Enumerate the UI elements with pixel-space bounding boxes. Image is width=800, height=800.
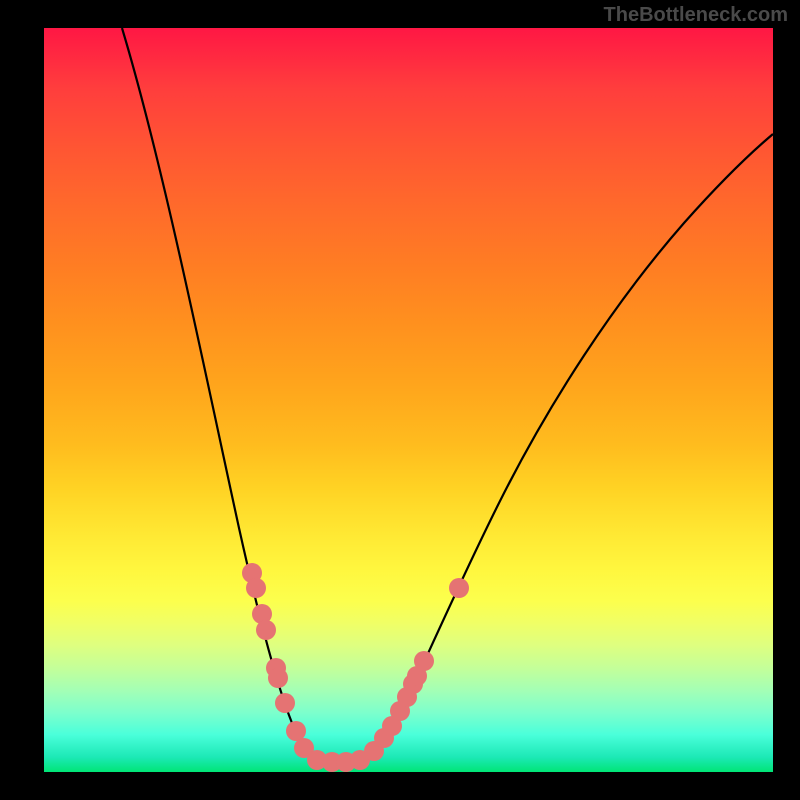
bottleneck-curve <box>44 28 773 772</box>
data-point-marker <box>268 668 288 688</box>
data-point-marker <box>449 578 469 598</box>
plot-area <box>44 28 773 772</box>
curve-path <box>122 28 773 762</box>
data-point-marker <box>414 651 434 671</box>
data-point-marker <box>256 620 276 640</box>
data-point-marker <box>275 693 295 713</box>
data-point-marker <box>246 578 266 598</box>
watermark-text: TheBottleneck.com <box>604 4 788 27</box>
